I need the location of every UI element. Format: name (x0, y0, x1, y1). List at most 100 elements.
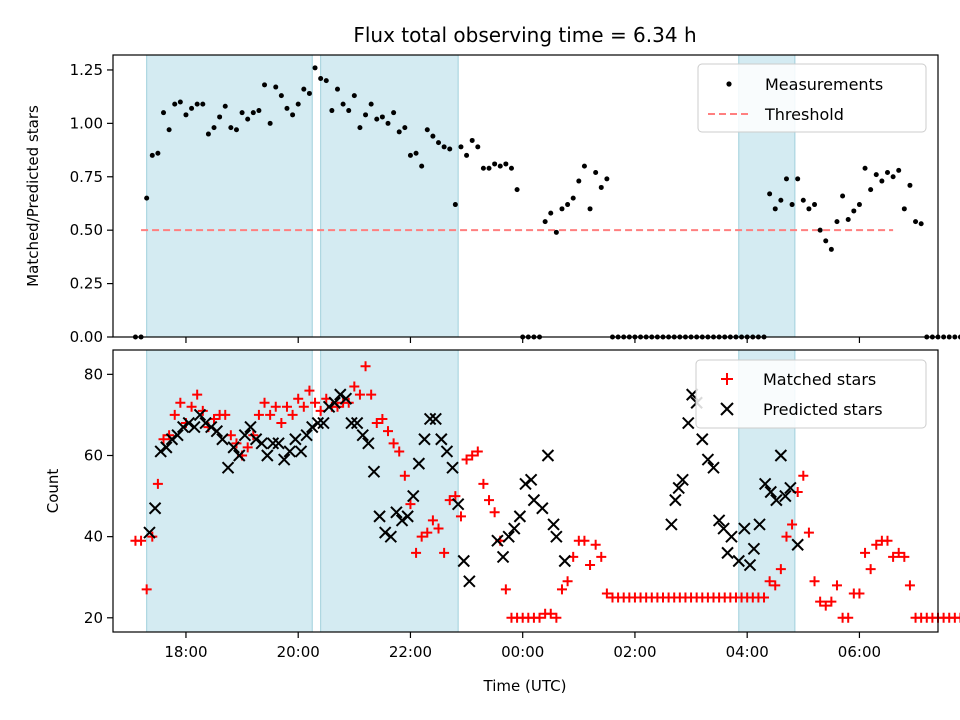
predicted-stars-point (457, 554, 470, 568)
predicted-stars-point (148, 502, 162, 515)
measurements-point (464, 152, 470, 158)
predicted-stars-point (502, 530, 515, 543)
bottom-x-tick-label: 18:00 (164, 643, 207, 661)
matched-stars-point (439, 547, 450, 558)
top-y-tick-label: 0.00 (70, 328, 103, 346)
predicted-stars-point (160, 441, 173, 454)
predicted-stars-point (423, 412, 437, 426)
predicted-stars-point (451, 497, 465, 511)
matched-stars-point (865, 564, 876, 575)
measurements-point (363, 112, 369, 118)
measurements-point (357, 125, 363, 131)
predicted-stars-point (176, 420, 190, 434)
measurements-point (295, 101, 301, 107)
predicted-stars-point (165, 433, 179, 446)
measurements-point (149, 152, 155, 158)
measurements-point (368, 101, 374, 107)
measurements-point (890, 174, 896, 180)
measurements-point (514, 187, 520, 193)
measurements-point (430, 133, 436, 139)
measurements-point (217, 114, 223, 120)
measurements-point (918, 221, 924, 227)
matched-stars-point (556, 584, 567, 595)
matched-stars-point (461, 454, 472, 465)
predicted-stars-point (784, 481, 797, 495)
measurements-point (301, 86, 307, 92)
measurements-point (374, 116, 380, 122)
predicted-stars-point (712, 514, 726, 527)
matched-stars-point (422, 527, 433, 538)
measurements-point (581, 163, 587, 169)
measurements-point (576, 178, 582, 184)
matched-stars-point (562, 576, 573, 587)
predicted-stars-point (401, 510, 414, 523)
measurements-point (862, 165, 868, 171)
matched-stars-point (427, 515, 438, 526)
matched-stars-point (815, 596, 826, 607)
matched-stars-point (141, 584, 152, 595)
matched-stars-point (596, 551, 607, 562)
matched-stars-point (764, 576, 775, 587)
matched-stars-point (152, 478, 163, 489)
measurements-point (817, 227, 823, 233)
matched-stars-point (366, 389, 377, 400)
predicted-stars-point (390, 506, 403, 519)
matched-stars-point (293, 393, 304, 404)
matched-stars-point (904, 580, 915, 591)
predicted-stars-point (508, 522, 521, 535)
predicted-stars-point (547, 518, 560, 531)
matched-stars-point (854, 588, 865, 599)
predicted-stars-point (541, 449, 555, 462)
measurements-point (396, 129, 402, 135)
predicted-stars-point (289, 433, 302, 446)
bottom-axes-frame (112, 349, 939, 633)
matched-stars-point (281, 401, 292, 412)
matched-stars-point (500, 584, 511, 595)
predicted-stars-point (255, 437, 268, 450)
matched-stars-point (899, 551, 910, 562)
measurements-point (873, 172, 879, 178)
predicted-stars-point (233, 449, 246, 462)
matched-stars-point (287, 409, 298, 420)
matched-stars-point (175, 397, 186, 408)
top-y-axis-label: Matched/Predicted stars (24, 105, 42, 287)
predicted-stars-point (665, 518, 678, 531)
measurements-point (845, 217, 851, 222)
measurements-point (458, 144, 464, 150)
predicted-stars-point (188, 420, 201, 434)
matched-stars-point (169, 409, 180, 420)
measurements-point (452, 202, 458, 208)
predicted-stars-point (317, 416, 330, 430)
measurements-point (604, 176, 610, 182)
measurements-point (290, 112, 296, 118)
measurements-point (913, 219, 919, 225)
measurements-point (391, 110, 397, 116)
matched-legend-marker (721, 373, 733, 385)
top-y-tick-label: 1.00 (70, 114, 103, 132)
measurements-point (851, 208, 857, 214)
matched-stars-point (820, 600, 831, 611)
measurements-point (329, 108, 335, 114)
matched-stars-point (955, 612, 960, 623)
measurements-point (789, 202, 795, 208)
matched-stars-point (276, 418, 287, 429)
measurements-point (497, 163, 503, 169)
measurements-point (772, 206, 778, 212)
predicted-legend-marker (720, 402, 734, 416)
matched-stars-point (775, 564, 786, 575)
matched-stars-point (551, 612, 562, 623)
measurements-point (778, 197, 784, 203)
top-y-tick-label: 0.25 (70, 275, 103, 293)
measurements-point (879, 178, 885, 184)
matched-stars-point (534, 612, 545, 623)
measurements-point (828, 246, 834, 252)
matched-stars-point (186, 401, 197, 412)
predicted-stars-point (463, 575, 476, 588)
measurements-point (800, 197, 806, 203)
predicted-stars-point (701, 453, 715, 466)
measurements-point (334, 86, 340, 92)
measurements-point (508, 165, 514, 171)
predicted-stars-point (669, 493, 682, 507)
measurements-point (262, 82, 268, 88)
top-legend: Measurements Threshold (697, 63, 927, 133)
